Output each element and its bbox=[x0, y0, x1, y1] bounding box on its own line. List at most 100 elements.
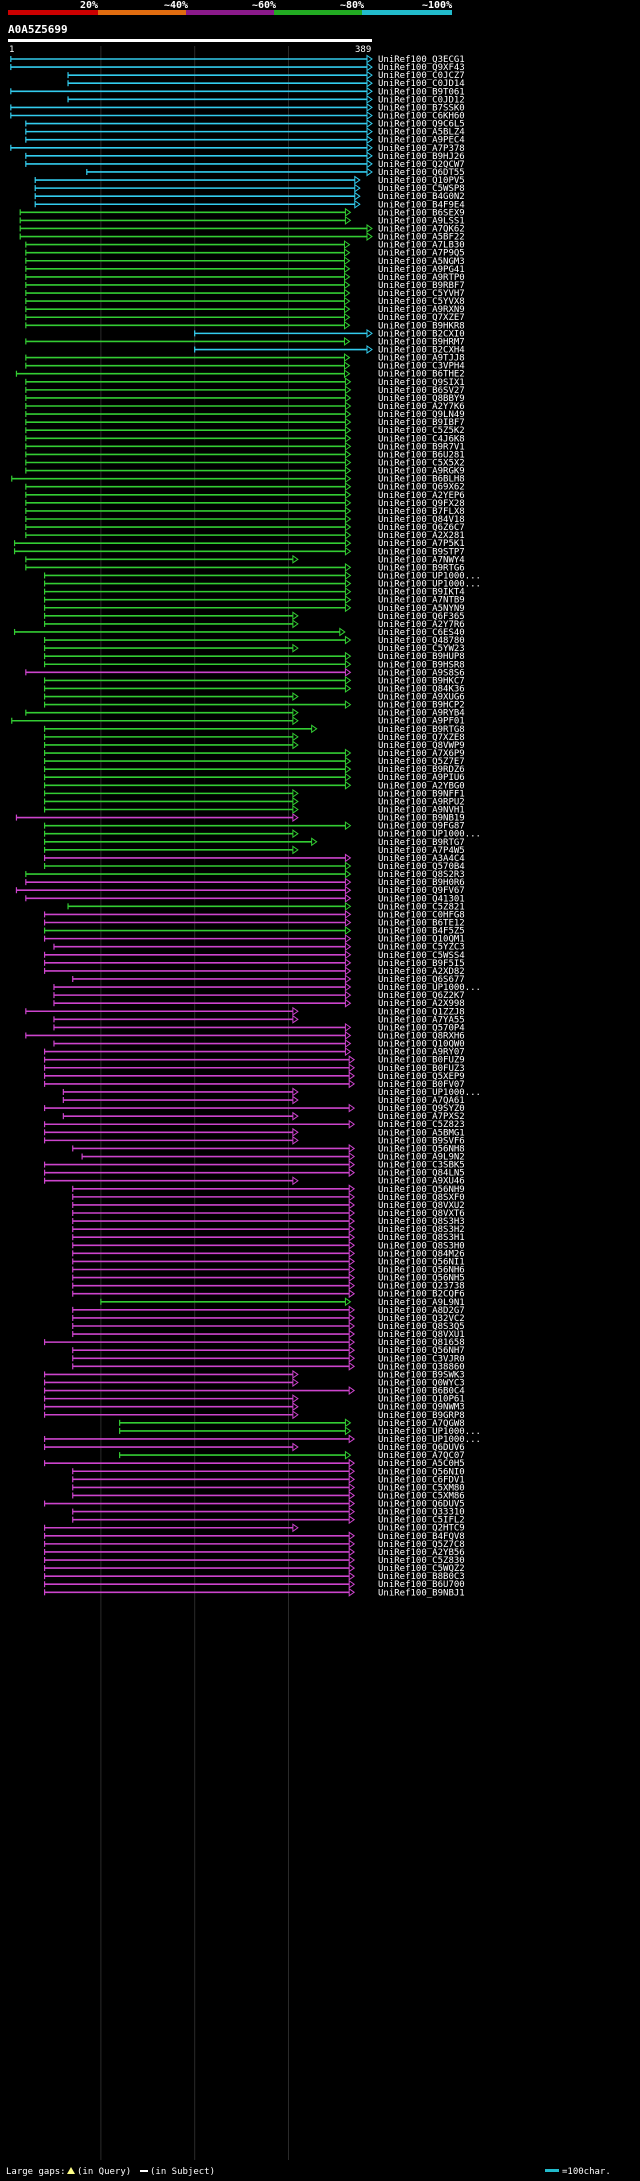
hit-row[interactable]: UniRef100_Q84V18 bbox=[25, 514, 465, 525]
hit-label[interactable]: UniRef100_B9F5I5 bbox=[378, 959, 465, 969]
hit-label[interactable]: UniRef100_C5YVH7 bbox=[378, 289, 465, 299]
hit-label[interactable]: UniRef100_C5Z830 bbox=[378, 1556, 465, 1566]
hit-label[interactable]: UniRef100_A7QGW8 bbox=[378, 1419, 465, 1429]
hit-label[interactable]: UniRef100_A2X281 bbox=[378, 531, 465, 541]
hit-row[interactable]: UniRef100_A9XUG6 bbox=[43, 692, 465, 703]
hit-label[interactable]: UniRef100_Q7XZE8 bbox=[378, 733, 465, 743]
hit-label[interactable]: UniRef100_B9HRM7 bbox=[378, 337, 465, 347]
hit-label[interactable]: UniRef100_UP1000... bbox=[378, 1088, 481, 1098]
hit-label[interactable]: UniRef100_A2YB56 bbox=[378, 1548, 465, 1558]
hit-label[interactable]: UniRef100_A7QA61 bbox=[378, 1096, 465, 1106]
hit-row[interactable]: UniRef100_Q8RXH6 bbox=[25, 1031, 465, 1041]
hit-row[interactable]: UniRef100_Q8BBY9 bbox=[25, 393, 465, 404]
hit-row[interactable]: UniRef100_Q8VXU1 bbox=[72, 1329, 465, 1340]
hit-row[interactable]: UniRef100_Q9XF43 bbox=[10, 62, 465, 73]
hit-row[interactable]: UniRef100_C6FDV1 bbox=[72, 1474, 465, 1485]
hit-label[interactable]: UniRef100_B9RDZ6 bbox=[378, 765, 465, 775]
hit-row[interactable]: UniRef100_A7X6P9 bbox=[43, 748, 465, 759]
hit-row[interactable]: UniRef100_B9GRP8 bbox=[43, 1410, 465, 1421]
hit-row[interactable]: UniRef100_Q84M26 bbox=[72, 1248, 465, 1259]
hit-row[interactable]: UniRef100_C0JD14 bbox=[67, 78, 465, 89]
hit-row[interactable]: UniRef100_UP1000... bbox=[43, 829, 481, 840]
hit-label[interactable]: UniRef100_Q9FV67 bbox=[378, 886, 465, 896]
hit-label[interactable]: UniRef100_Q10PV5 bbox=[378, 176, 465, 186]
hit-row[interactable]: UniRef100_B9STP7 bbox=[13, 546, 465, 557]
hit-label[interactable]: UniRef100_B2CXH4 bbox=[378, 346, 465, 356]
hit-row[interactable]: UniRef100_B9HUP8 bbox=[43, 651, 465, 662]
hit-label[interactable]: UniRef100_A7PXS2 bbox=[378, 1112, 465, 1122]
hit-row[interactable]: UniRef100_Q6DUV6 bbox=[43, 1442, 465, 1453]
hit-label[interactable]: UniRef100_A9RGK9 bbox=[378, 467, 465, 477]
hit-label[interactable]: UniRef100_C5WQZ2 bbox=[378, 1564, 465, 1574]
hit-row[interactable]: UniRef100_A9PEC4 bbox=[25, 135, 465, 146]
hit-row[interactable]: UniRef100_A7P5K1 bbox=[13, 538, 465, 549]
hit-label[interactable]: UniRef100_A7NWY4 bbox=[378, 555, 465, 565]
hit-label[interactable]: UniRef100_Q5Z7C8 bbox=[378, 1540, 465, 1550]
hit-row[interactable]: UniRef100_C5YZC3 bbox=[53, 942, 465, 953]
hit-row[interactable]: UniRef100_Q9FV67 bbox=[15, 885, 465, 896]
hit-label[interactable]: UniRef100_Q7XZE7 bbox=[378, 313, 465, 323]
hit-row[interactable]: UniRef100_Q56NI0 bbox=[72, 1466, 465, 1477]
hit-label[interactable]: UniRef100_C5Z5K2 bbox=[378, 426, 465, 436]
hit-label[interactable]: UniRef100_A7QC07 bbox=[378, 1451, 465, 1461]
hit-row[interactable]: UniRef100_C3SBK5 bbox=[43, 1160, 465, 1171]
hit-row[interactable]: UniRef100_B9HCP2 bbox=[43, 700, 465, 711]
hit-row[interactable]: UniRef100_B4F5Z5 bbox=[43, 926, 465, 937]
hit-row[interactable]: UniRef100_Q8VXT6 bbox=[72, 1208, 465, 1219]
hit-label[interactable]: UniRef100_Q6F365 bbox=[378, 612, 465, 622]
hit-row[interactable]: UniRef100_B6U281 bbox=[25, 449, 465, 460]
hit-label[interactable]: UniRef100_A9LSS1 bbox=[378, 216, 465, 226]
hit-row[interactable]: UniRef100_UP1000... bbox=[119, 1426, 481, 1437]
hit-label[interactable]: UniRef100_Q6DT55 bbox=[378, 168, 465, 178]
hit-row[interactable]: UniRef100_Q56NH5 bbox=[72, 1273, 465, 1284]
hit-label[interactable]: UniRef100_B9RTG8 bbox=[378, 725, 465, 735]
hit-label[interactable]: UniRef100_B9HJ26 bbox=[378, 152, 465, 162]
hit-row[interactable]: UniRef100_Q48780 bbox=[43, 635, 465, 646]
hit-row[interactable]: UniRef100_B6SEX9 bbox=[19, 207, 465, 218]
hit-row[interactable]: UniRef100_B4G0N2 bbox=[34, 191, 465, 202]
hit-row[interactable]: UniRef100_B9IBF7 bbox=[25, 417, 465, 428]
hit-label[interactable]: UniRef100_Q9C6L5 bbox=[378, 120, 465, 130]
hit-label[interactable]: UniRef100_A7X6P9 bbox=[378, 749, 465, 759]
hit-label[interactable]: UniRef100_B9RBF7 bbox=[378, 281, 465, 291]
hit-label[interactable]: UniRef100_Q8VWP9 bbox=[378, 741, 465, 751]
hit-row[interactable]: UniRef100_B6B0C4 bbox=[43, 1386, 465, 1397]
hit-label[interactable]: UniRef100_B9IBF7 bbox=[378, 418, 465, 428]
hit-label[interactable]: UniRef100_Q6Z2K7 bbox=[378, 991, 465, 1001]
hit-row[interactable]: UniRef100_Q32VC2 bbox=[72, 1313, 465, 1324]
hit-row[interactable]: UniRef100_C5Z830 bbox=[43, 1555, 465, 1566]
hit-label[interactable]: UniRef100_C5XM86 bbox=[378, 1491, 465, 1501]
hit-label[interactable]: UniRef100_B9NFF1 bbox=[378, 789, 465, 799]
hit-row[interactable]: UniRef100_A2YEP6 bbox=[25, 490, 465, 501]
hit-label[interactable]: UniRef100_A5NYN9 bbox=[378, 604, 465, 614]
hit-row[interactable]: UniRef100_A7QC07 bbox=[119, 1450, 465, 1461]
hit-row[interactable]: UniRef100_A7PXS2 bbox=[62, 1111, 465, 1122]
hit-label[interactable]: UniRef100_B9RTG7 bbox=[378, 838, 465, 848]
hit-label[interactable]: UniRef100_B2CQF6 bbox=[378, 1290, 465, 1300]
hit-label[interactable]: UniRef100_UP1000... bbox=[378, 1435, 481, 1445]
hit-label[interactable]: UniRef100_C5Z823 bbox=[378, 1120, 465, 1130]
hit-label[interactable]: UniRef100_Q9FG87 bbox=[378, 822, 465, 832]
hit-label[interactable]: UniRef100_A7YA55 bbox=[378, 1015, 465, 1025]
hit-label[interactable]: UniRef100_A9RTP0 bbox=[378, 273, 465, 283]
hit-row[interactable]: UniRef100_A2YB56 bbox=[43, 1547, 465, 1558]
hit-label[interactable]: UniRef100_A2YBG0 bbox=[378, 781, 465, 791]
hit-row[interactable]: UniRef100_Q56NH9 bbox=[72, 1184, 465, 1195]
hit-row[interactable]: UniRef100_Q9LN49 bbox=[25, 409, 465, 420]
hit-row[interactable]: UniRef100_Q9C6L5 bbox=[25, 119, 465, 130]
hit-row[interactable]: UniRef100_B9HJ26 bbox=[25, 151, 465, 162]
hit-label[interactable]: UniRef100_Q8S3H3 bbox=[378, 1217, 465, 1227]
hit-row[interactable]: UniRef100_Q41301 bbox=[25, 893, 465, 904]
hit-label[interactable]: UniRef100_Q84LN5 bbox=[378, 1169, 465, 1179]
hit-row[interactable]: UniRef100_Q8S3H0 bbox=[72, 1240, 465, 1251]
hit-label[interactable]: UniRef100_C3SBK5 bbox=[378, 1161, 465, 1171]
hit-label[interactable]: UniRef100_A9PIU6 bbox=[378, 773, 465, 783]
hit-label[interactable]: UniRef100_C4J6K8 bbox=[378, 434, 465, 444]
hit-row[interactable]: UniRef100_A2YBG0 bbox=[43, 780, 465, 791]
hit-row[interactable]: UniRef100_Q9SYZ0 bbox=[43, 1103, 465, 1114]
hit-row[interactable]: UniRef100_Q7XZE7 bbox=[25, 312, 465, 323]
hit-label[interactable]: UniRef100_UP1000... bbox=[378, 830, 481, 840]
hit-row[interactable]: UniRef100_Q84LN5 bbox=[43, 1168, 465, 1179]
hit-label[interactable]: UniRef100_B6BLH8 bbox=[378, 475, 465, 485]
hit-label[interactable]: UniRef100_B7FLX8 bbox=[378, 507, 465, 517]
